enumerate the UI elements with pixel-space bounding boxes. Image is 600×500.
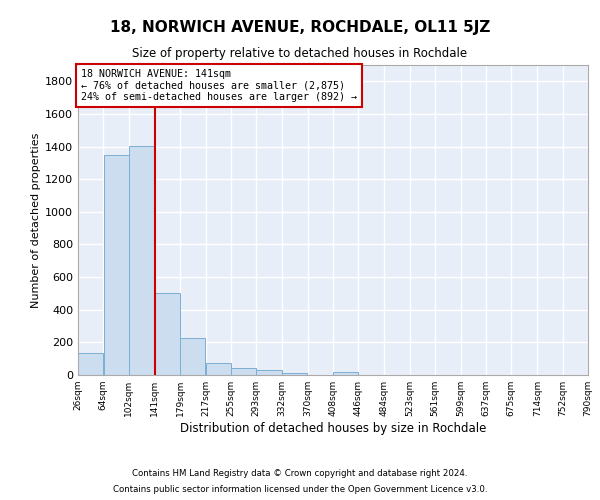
Text: 18 NORWICH AVENUE: 141sqm
← 76% of detached houses are smaller (2,875)
24% of se: 18 NORWICH AVENUE: 141sqm ← 76% of detac… bbox=[80, 69, 356, 102]
Bar bbox=[78, 353, 103, 375]
Bar bbox=[231, 368, 256, 375]
Bar bbox=[104, 154, 128, 375]
Bar bbox=[206, 363, 230, 375]
Bar bbox=[283, 372, 307, 375]
X-axis label: Distribution of detached houses by size in Rochdale: Distribution of detached houses by size … bbox=[180, 422, 486, 435]
Text: 18, NORWICH AVENUE, ROCHDALE, OL11 5JZ: 18, NORWICH AVENUE, ROCHDALE, OL11 5JZ bbox=[110, 20, 490, 35]
Text: Contains HM Land Registry data © Crown copyright and database right 2024.: Contains HM Land Registry data © Crown c… bbox=[132, 468, 468, 477]
Bar bbox=[155, 294, 180, 375]
Text: Contains public sector information licensed under the Open Government Licence v3: Contains public sector information licen… bbox=[113, 485, 487, 494]
Bar bbox=[181, 338, 205, 375]
Bar bbox=[256, 370, 282, 375]
Bar bbox=[129, 146, 155, 375]
Bar bbox=[333, 372, 358, 375]
Y-axis label: Number of detached properties: Number of detached properties bbox=[31, 132, 41, 308]
Text: Size of property relative to detached houses in Rochdale: Size of property relative to detached ho… bbox=[133, 48, 467, 60]
